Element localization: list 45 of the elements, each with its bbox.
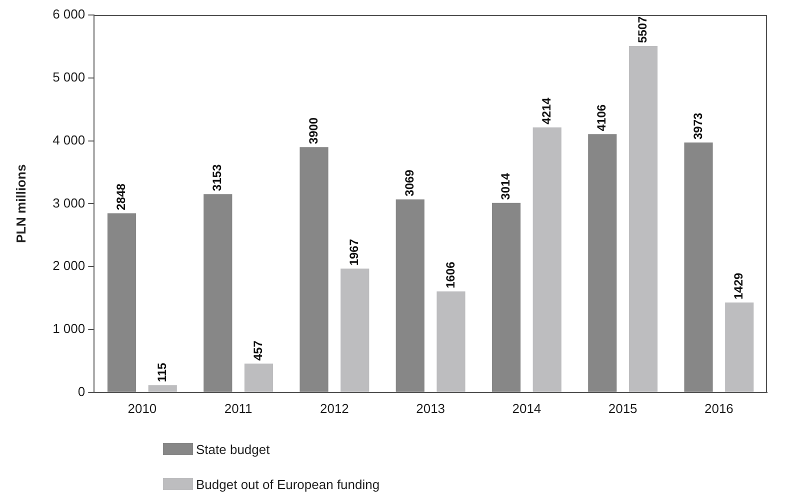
bar (107, 213, 136, 392)
bar (725, 302, 754, 392)
y-tick-label: 1 000 (52, 321, 86, 336)
bar (492, 202, 521, 392)
bar (588, 134, 617, 392)
data-label: 1606 (443, 261, 458, 288)
bar (436, 291, 466, 392)
x-tick-label: 2013 (416, 400, 446, 416)
data-label: 3014 (498, 172, 513, 200)
bar (340, 268, 370, 392)
data-label: 1967 (347, 238, 362, 266)
data-label: 1429 (732, 272, 746, 300)
bar (684, 142, 713, 392)
y-axis-title: PLN millions (13, 164, 28, 244)
data-label: 3900 (306, 117, 320, 144)
data-label: 3153 (210, 164, 224, 192)
bar (628, 46, 658, 392)
bar (300, 147, 328, 392)
y-tick-label: 5 000 (52, 69, 86, 84)
x-tick-label: 2010 (128, 400, 157, 416)
data-label: 457 (251, 340, 266, 361)
y-tick-label: 2 000 (52, 258, 86, 274)
y-tick-label: 4 000 (52, 132, 86, 148)
x-tick-label: 2012 (320, 400, 349, 416)
legend-label: State budget (196, 442, 270, 456)
bar (396, 199, 424, 392)
bar (148, 385, 177, 392)
x-tick-label: 2014 (512, 400, 542, 416)
bar (244, 364, 274, 392)
y-tick-label: 0 (78, 384, 86, 399)
x-tick-label: 2016 (704, 400, 734, 416)
y-tick-label: 3 000 (52, 195, 86, 210)
data-label: 3973 (690, 112, 705, 140)
bar (204, 194, 232, 392)
legend-label: Budget out of European funding (196, 476, 380, 492)
bar (532, 127, 562, 392)
y-tick-label: 6 000 (52, 6, 86, 22)
data-label: 5507 (636, 16, 650, 44)
data-label: 4214 (539, 97, 554, 124)
data-label: 2848 (114, 183, 128, 210)
data-label: 4106 (594, 104, 609, 132)
data-label: 115 (154, 362, 169, 382)
x-tick-label: 2015 (608, 400, 638, 416)
data-label: 3069 (402, 169, 416, 196)
x-tick-label: 2011 (224, 400, 252, 416)
